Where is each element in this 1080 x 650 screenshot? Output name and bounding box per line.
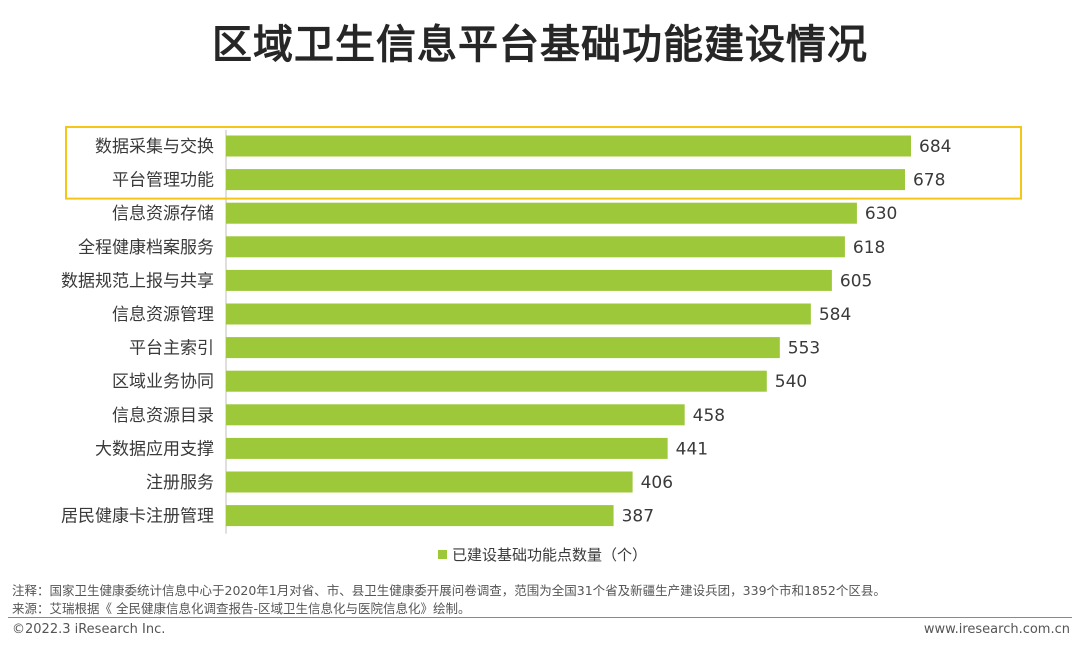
value-label: 553 <box>788 339 820 359</box>
website-link[interactable]: www.iresearch.com.cn <box>923 622 1070 637</box>
copyright: ©2022.3 iResearch Inc. <box>12 622 166 637</box>
value-label: 684 <box>919 137 951 157</box>
category-label: 信息资源管理 <box>112 305 214 325</box>
chart-source: 来源：艾瑞根据《 全民健康信息化调查报告-区域卫生信息化与医院信息化》绘制。 <box>12 601 471 616</box>
category-label: 居民健康卡注册管理 <box>61 507 214 527</box>
bar <box>226 337 780 359</box>
category-label: 全程健康档案服务 <box>78 238 214 258</box>
footer-divider <box>8 617 1072 618</box>
value-label: 630 <box>865 204 897 224</box>
value-label: 540 <box>775 372 807 392</box>
legend-label: 已建设基础功能点数量（个） <box>452 546 648 564</box>
bar <box>226 202 857 224</box>
category-label: 注册服务 <box>146 473 214 493</box>
legend-swatch <box>438 550 447 559</box>
category-label: 平台管理功能 <box>112 171 214 191</box>
value-label: 584 <box>819 305 851 325</box>
category-label: 数据规范上报与共享 <box>61 271 214 291</box>
value-label: 678 <box>913 171 945 191</box>
bar <box>226 303 811 325</box>
value-label: 406 <box>641 473 673 493</box>
bar <box>226 404 685 426</box>
bar <box>226 437 668 459</box>
category-label: 大数据应用支撑 <box>95 439 214 459</box>
page-title: 区域卫生信息平台基础功能建设情况 <box>212 22 868 68</box>
category-label: 数据采集与交换 <box>95 137 214 157</box>
value-label: 605 <box>840 271 872 291</box>
category-label: 信息资源目录 <box>112 406 214 426</box>
category-label: 平台主索引 <box>129 339 214 359</box>
bar <box>226 370 767 392</box>
bar <box>226 269 832 291</box>
bar <box>226 135 911 157</box>
bar <box>226 471 633 493</box>
value-label: 618 <box>853 238 885 258</box>
value-label: 458 <box>693 406 725 426</box>
bar <box>226 169 905 191</box>
value-label: 441 <box>676 439 708 459</box>
bar <box>226 236 845 258</box>
chart-legend: 已建设基础功能点数量（个） <box>438 544 647 565</box>
bar-chart: 数据采集与交换 684 平台管理功能 678 信息资源存储 630 全程健康档案服务 618 数… <box>61 126 1022 534</box>
highlight-box <box>65 126 1022 200</box>
bar <box>226 505 614 527</box>
category-label: 信息资源存储 <box>112 204 214 224</box>
category-label: 区域业务协同 <box>112 372 214 392</box>
chart-note: 注释：国家卫生健康委统计信息中心于2020年1月对省、市、县卫生健康委开展问卷调… <box>12 583 886 598</box>
value-label: 387 <box>622 507 654 527</box>
